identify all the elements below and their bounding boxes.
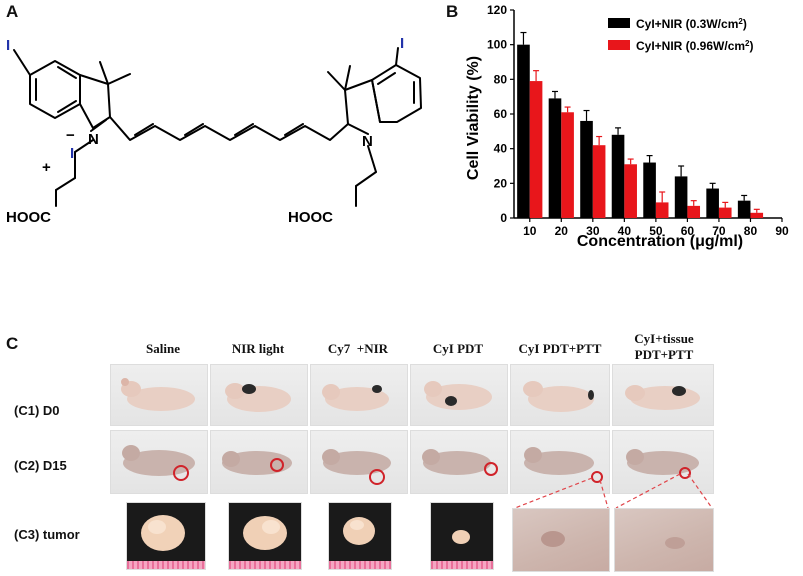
photo-d0-cy7-nir (310, 364, 408, 426)
counter-ion-label: I (70, 145, 74, 162)
bar-series-2 (624, 164, 637, 218)
panel-b-label: B (446, 2, 459, 21)
y-tick-label: 20 (494, 176, 508, 190)
photo-d15-cyi-tissue (612, 430, 714, 494)
cell-viability-chart: 0 20 40 60 80 100 120 10 20 30 40 50 60 70 80 90 CyI+NI… (465, 3, 789, 250)
x-tick-label: 90 (775, 224, 789, 238)
x-tick-label: 70 (712, 224, 726, 238)
right-nitrogen-label: N (362, 133, 373, 150)
photo-tumor-nir-light (228, 502, 302, 570)
col-nir-light: NIR light (231, 341, 285, 356)
bar-series-2 (592, 145, 606, 218)
bar-series-1 (517, 44, 530, 218)
bar-series-2 (687, 205, 701, 218)
photo-d0-nir-light (210, 364, 308, 426)
bar-series-1 (643, 162, 656, 218)
y-tick-label: 80 (494, 72, 508, 86)
photo-d15-cyi-pdt (410, 430, 508, 494)
photo-d0-cyi-pdt-ptt (510, 364, 610, 426)
x-axis-label: Concentration (μg/ml) (577, 233, 743, 250)
bar-series-1 (706, 188, 719, 218)
legend-label-1: CyI+NIR (0.3W/cm2) (636, 17, 747, 32)
photo-skin-cyi-pdt-ptt (512, 508, 610, 572)
bar-series-1 (674, 176, 688, 218)
y-tick-label: 0 (500, 211, 507, 225)
photo-tumor-cy7-nir (328, 502, 392, 570)
panel-a-label: A (6, 2, 19, 21)
col-cy7-nir: Cy7 +NIR (327, 341, 389, 356)
y-tick-label: 120 (487, 3, 507, 17)
col-pdt-ptt: PDT+PTT (634, 347, 694, 362)
photo-d0-saline (110, 364, 208, 426)
x-tick-label: 30 (586, 224, 600, 238)
photo-tumor-saline (126, 502, 206, 570)
x-tick-label: 50 (649, 224, 663, 238)
bar-series-2 (529, 81, 543, 218)
x-tick-label: 40 (618, 224, 632, 238)
row-tumor: (C3) tumor (14, 527, 80, 542)
col-cyi-pdt-ptt: CyI PDT+PTT (518, 341, 602, 356)
y-tick-label: 100 (487, 38, 507, 52)
x-tick-label: 10 (523, 224, 537, 238)
right-iodine-label: I (400, 35, 404, 52)
cyi-structure: I I N N + I − HOOC HOOC (6, 35, 422, 226)
right-carboxyl-label: HOOC (288, 209, 333, 226)
legend-label-2: CyI+NIR (0.96W/cm2) (636, 39, 754, 54)
x-tick-label: 20 (555, 224, 569, 238)
bar-series-1 (548, 98, 562, 218)
legend-swatch-1 (608, 18, 630, 28)
left-iodine-label: I (6, 37, 10, 54)
photo-d15-cyi-pdt-ptt (510, 430, 610, 494)
bar-series-2 (561, 112, 574, 218)
col-cyi-tissue: CyI+tissue (634, 331, 694, 346)
bar-series-1 (580, 120, 593, 218)
bar-series-2 (750, 212, 764, 218)
bar-series-1 (737, 200, 751, 218)
row-d15: (C2) D15 (14, 458, 67, 473)
bar-series-2 (655, 202, 669, 218)
bar-series-2 (718, 207, 732, 218)
left-carboxyl-label: HOOC (6, 209, 51, 226)
y-tick-label: 40 (494, 142, 508, 156)
y-axis-label: Cell Viability (%) (465, 56, 482, 180)
x-tick-label: 60 (681, 224, 695, 238)
plus-charge-label: + (42, 159, 51, 176)
photo-d0-cyi-pdt (410, 364, 508, 426)
photo-d0-cyi-tissue (612, 364, 714, 426)
left-nitrogen-label: N (88, 131, 99, 148)
bar-series-1 (611, 134, 625, 218)
photo-d15-nir-light (210, 430, 308, 494)
minus-charge-label: − (66, 127, 75, 144)
tumor-marker-circle (591, 471, 603, 483)
panel-c-label: C (6, 334, 19, 353)
tumor-marker-circle (484, 462, 498, 476)
col-saline: Saline (146, 341, 180, 356)
photo-d15-cy7-nir (310, 430, 408, 494)
photo-tumor-cyi-pdt (430, 502, 494, 570)
x-tick-label: 80 (744, 224, 758, 238)
col-cyi-pdt: CyI PDT (432, 341, 484, 356)
photo-skin-cyi-tissue (614, 508, 714, 572)
tumor-marker-circle (369, 469, 385, 485)
photo-d15-saline (110, 430, 208, 494)
legend-swatch-2 (608, 40, 630, 50)
polymethine-chain (109, 116, 349, 141)
row-d0: (C1) D0 (14, 403, 60, 418)
tumor-marker-circle (173, 465, 189, 481)
tumor-marker-circle (270, 458, 284, 472)
tumor-marker-circle (679, 467, 691, 479)
y-tick-label: 60 (494, 107, 508, 121)
